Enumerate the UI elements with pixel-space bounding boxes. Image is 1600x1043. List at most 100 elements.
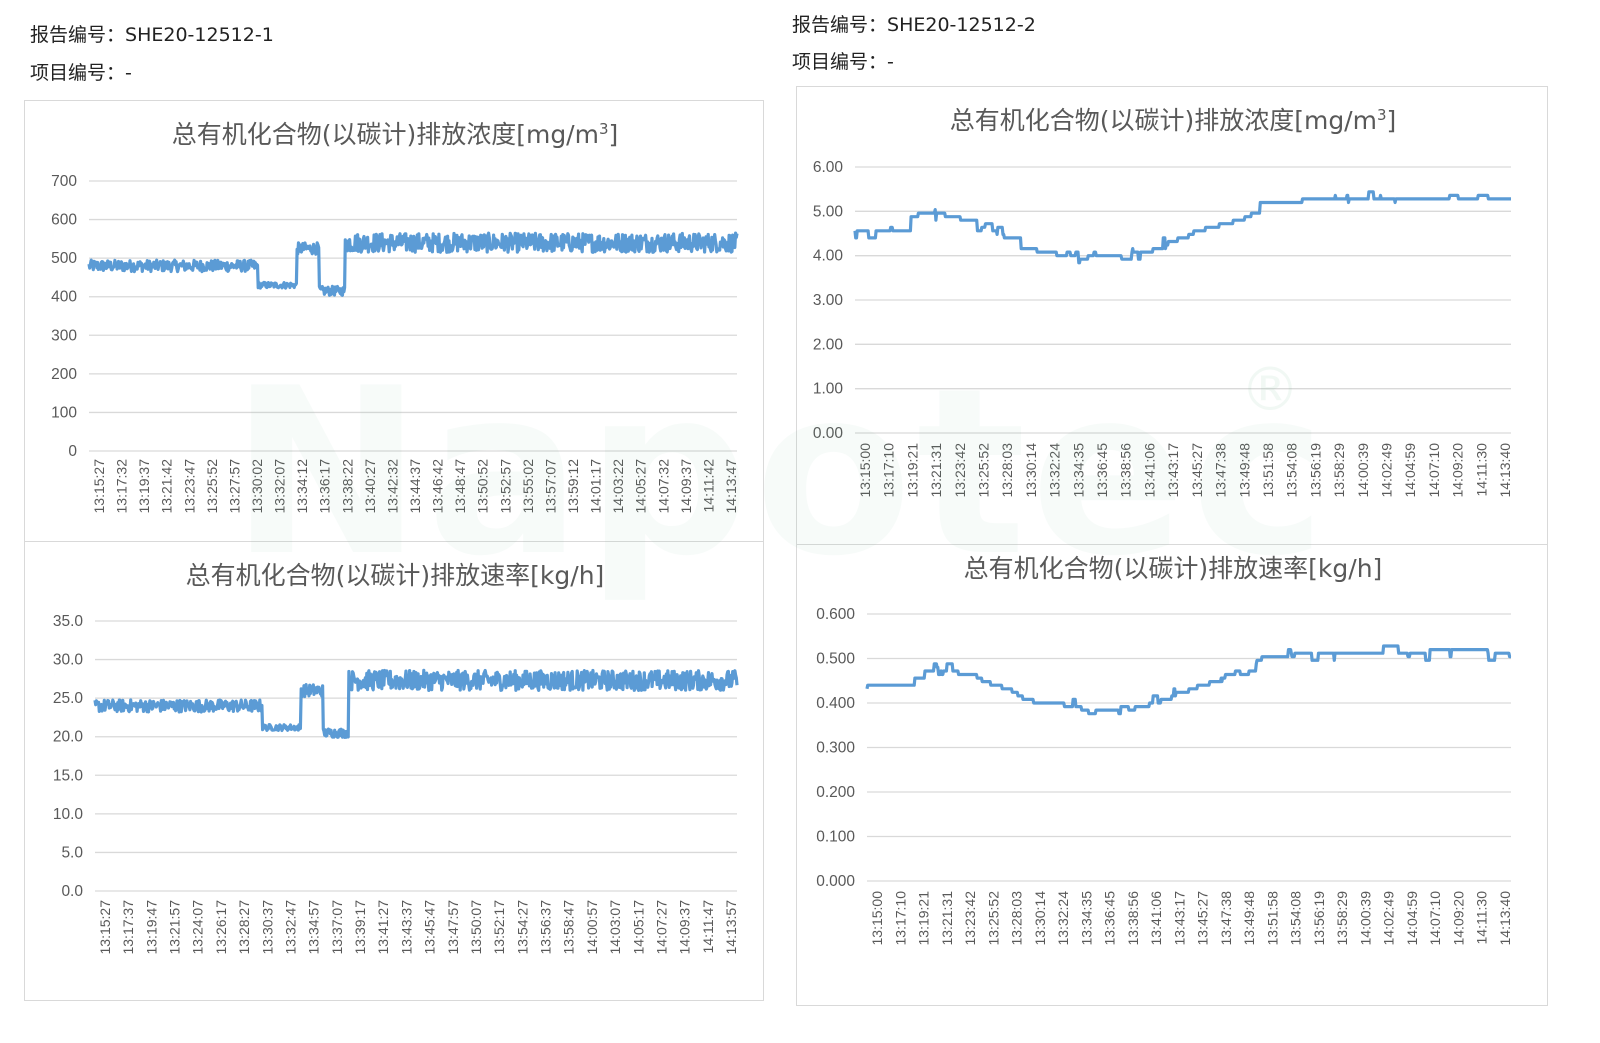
project-number-value: - [887,51,894,73]
y-tick-label: 0 [68,443,77,460]
x-tick-label: 13:19:21 [916,891,932,946]
x-tick-label: 13:17:10 [881,443,897,498]
x-tick-label: 13:58:47 [561,900,577,955]
report-number-value: SHE20-12512-2 [887,14,1036,36]
report-number-label: 报告编号： [30,24,126,46]
chart-title-superscript: 3 [599,120,609,138]
y-tick-label: 15.0 [53,767,84,784]
x-tick-label: 13:43:17 [1165,443,1181,498]
x-tick-label: 13:19:21 [904,443,920,498]
x-tick-label: 13:47:38 [1218,891,1234,946]
data-series-line [93,668,739,739]
chart-title-end: ] [1387,106,1397,135]
x-tick-label: 14:09:20 [1450,891,1466,946]
x-tick-label: 14:11:47 [700,900,716,954]
x-tick-label: 13:55:02 [520,459,536,514]
y-tick-label: 0.0 [61,883,83,900]
x-tick-label: 13:48:47 [452,459,468,514]
x-tick-label: 13:25:52 [976,443,992,498]
x-tick-label: 13:38:56 [1125,891,1141,946]
x-tick-label: 13:38:56 [1118,443,1134,498]
x-tick-label: 13:23:42 [962,891,978,946]
x-tick-label: 13:54:27 [514,900,530,955]
x-tick-label: 13:19:47 [143,900,159,955]
x-tick-label: 14:13:57 [723,900,739,955]
x-tick-label: 13:34:12 [294,459,310,514]
x-tick-label: 13:58:29 [1334,891,1350,946]
x-tick-label: 13:34:35 [1078,891,1094,946]
x-tick-label: 13:17:32 [114,459,130,514]
x-tick-label: 14:00:39 [1357,891,1373,946]
y-tick-label: 100 [51,404,77,421]
y-tick-label: 200 [51,366,77,383]
report-number-label: 报告编号： [792,14,888,36]
x-tick-label: 13:38:22 [339,459,355,514]
x-tick-label: 13:46:42 [430,459,446,514]
chart-panel-concentration-1: 总有机化合物(以碳计)排放浓度[mg/m3] 0 100 200 300 400 500 60… [24,100,764,542]
x-tick-label: 14:04:59 [1402,443,1418,498]
chart-title-text: 总有机化合物(以碳计)排放浓度[mg/m [172,120,599,149]
x-tick-label: 13:45:27 [1195,891,1211,946]
x-tick-label: 13:32:47 [282,900,298,955]
x-tick-label: 14:07:32 [655,459,671,514]
x-tick-label: 13:41:27 [375,900,391,955]
x-tick-label: 13:54:08 [1288,891,1304,946]
y-tick-label: 0.600 [816,606,855,623]
concentration-chart-1: 总有机化合物(以碳计)排放浓度[mg/m3] 0 100 200 300 400 500 60… [51,120,739,514]
x-tick-label: 13:21:31 [939,891,955,946]
chart-panel-rate-1: 总有机化合物(以碳计)排放速率[kg/h] 0.0 5.0 10.0 15.0 20.0 2… [24,541,764,1001]
chart-title-text: 总有机化合物(以碳计)排放浓度[mg/m [950,106,1377,135]
x-tick-label: 14:02:49 [1378,443,1394,498]
y-tick-label: 25.0 [53,690,84,707]
x-tick-label: 13:57:07 [542,459,558,514]
y-tick-label: 20.0 [53,729,84,746]
x-tick-label: 13:56:37 [538,900,554,955]
x-tick-label: 13:56:19 [1311,891,1327,946]
x-tick-label: 13:21:31 [928,443,944,498]
x-tick-label: 14:11:30 [1473,443,1489,497]
x-tick-label: 13:21:42 [159,459,175,514]
x-tick-label: 13:15:27 [97,900,113,955]
chart-title-superscript: 3 [1377,106,1387,124]
x-tick-label: 13:25:52 [204,459,220,514]
x-tick-label: 14:13:47 [723,459,739,514]
x-tick-label: 13:36:17 [317,459,333,514]
y-tick-label: 0.300 [816,740,855,757]
x-tick-label: 13:21:57 [167,900,183,955]
data-series-line [853,190,1512,265]
x-tick-label: 13:41:06 [1148,891,1164,946]
x-tick-label: 13:36:45 [1094,443,1110,498]
x-tick-label: 13:24:07 [190,900,206,955]
y-tick-label: 10.0 [53,806,84,823]
x-tick-label: 13:45:27 [1189,443,1205,498]
x-tick-label: 14:09:37 [677,900,693,955]
x-tick-label: 13:47:38 [1213,443,1229,498]
y-tick-label: 500 [51,250,77,267]
chart-title-end: ] [609,120,619,149]
x-tick-label: 13:58:29 [1331,443,1347,498]
x-tick-label: 13:15:00 [857,443,873,498]
x-tick-label: 13:34:57 [306,900,322,955]
y-tick-label: 4.00 [813,248,844,265]
x-tick-label: 13:43:37 [398,900,414,955]
project-number-label: 项目编号： [792,51,888,73]
x-tick-label: 13:41:06 [1141,443,1157,498]
x-tick-label: 13:47:57 [445,900,461,955]
x-tick-label: 13:44:37 [407,459,423,514]
x-tick-label: 13:59:12 [565,459,581,514]
x-tick-label: 14:07:10 [1427,891,1443,946]
chart-panel-concentration-2: 总有机化合物(以碳计)排放浓度[mg/m3] 0.00 1.00 2.00 3.00 4.… [796,86,1548,545]
y-tick-label: 1.00 [813,381,844,398]
x-tick-label: 13:32:24 [1055,891,1071,946]
x-tick-label: 14:05:27 [633,459,649,514]
x-tick-label: 13:19:37 [136,459,152,514]
y-tick-label: 35.0 [53,613,84,630]
chart-panel-rate-2: 总有机化合物(以碳计)排放速率[kg/h] 0.000 0.100 0.200 0.30… [796,544,1548,1006]
x-tick-label: 13:36:45 [1102,891,1118,946]
x-tick-label: 13:17:10 [892,891,908,946]
y-tick-label: 0.00 [813,425,844,442]
y-tick-label: 5.00 [813,203,844,220]
chart-title: 总有机化合物(以碳计)排放浓度[mg/m3] [172,120,619,149]
x-tick-label: 13:42:32 [384,459,400,514]
report-number-1: 报告编号：SHE20-12512-1 [30,20,274,47]
